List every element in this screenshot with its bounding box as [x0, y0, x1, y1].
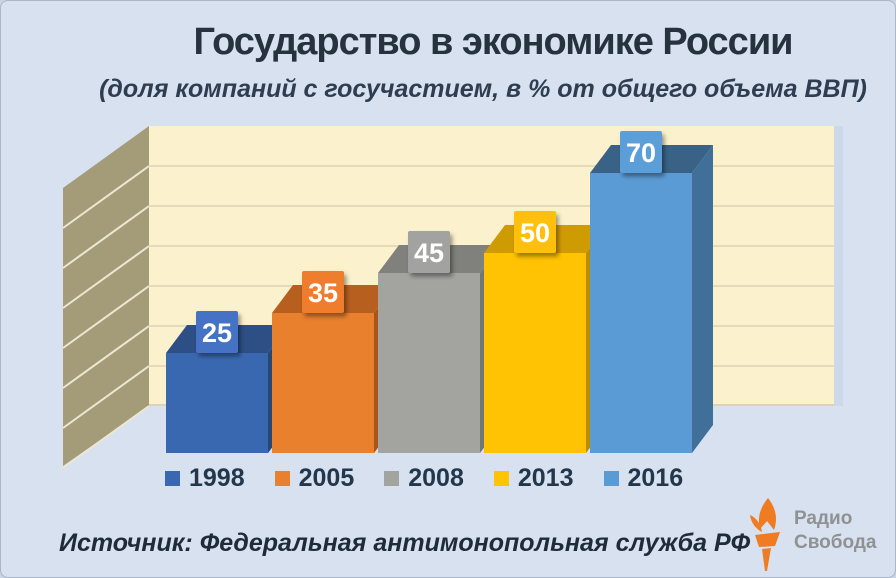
value-label-box: [514, 211, 556, 253]
value-label-box: [302, 271, 344, 313]
side-wall-gridline: [62, 205, 150, 269]
logo-line1: Радио: [794, 508, 853, 529]
bar-front: [166, 353, 268, 453]
side-wall-gridline: [62, 285, 150, 349]
value-label: 35: [308, 278, 338, 308]
side-wall-gridline: [62, 405, 150, 469]
legend-item-2008: 2008: [384, 466, 464, 491]
legend-item-2016: 2016: [603, 464, 684, 492]
side-wall-gridline: [62, 325, 150, 389]
chart-subtitle: (доля компаний с госучастием, в % от общ…: [99, 75, 867, 103]
logo-line2: Свобода: [794, 532, 877, 553]
bar-group-2013: 50: [484, 211, 607, 453]
legend-label: 2013: [517, 464, 574, 492]
bar-front: [378, 273, 480, 453]
bar-front: [590, 173, 692, 453]
value-label-box: [196, 311, 238, 353]
bar-group-1998: 25: [166, 311, 289, 453]
wall-shadow: [834, 126, 843, 406]
value-label: 50: [520, 218, 550, 248]
legend-swatch: [603, 471, 619, 486]
legend-item-1998: 1998: [165, 466, 245, 491]
legend-label: 2016: [627, 464, 684, 492]
legend-swatch: [493, 471, 509, 486]
legend-item-2005: 2005: [274, 464, 355, 492]
side-wall-gridline: [62, 365, 150, 429]
legend-label: 2008: [408, 464, 464, 492]
side-wall-gridline: [62, 245, 150, 309]
torch-icon: [750, 498, 780, 571]
legend-swatch: [384, 471, 400, 486]
legend-swatch: [274, 471, 290, 486]
value-label: 25: [202, 318, 232, 348]
value-label: 70: [626, 138, 656, 168]
bar-group-2008: 45: [378, 231, 501, 453]
legend-swatch: [165, 471, 180, 486]
legend-label: 1998: [189, 464, 245, 492]
radio-svoboda-logo: Радио Свобода: [747, 498, 876, 572]
chart-title: Государство в экономике России: [193, 21, 793, 63]
side-wall-gridline: [62, 165, 150, 229]
value-label: 45: [414, 238, 444, 268]
bar-side: [692, 145, 713, 453]
value-label-box: [408, 231, 450, 273]
legend-item-2013: 2013: [493, 464, 574, 492]
chart-legend: 1998 2005 2008 2013 2016: [165, 466, 683, 491]
source-note: Источник: Федеральная антимонопольная сл…: [59, 529, 751, 557]
bar-group-2016: 70: [590, 131, 713, 453]
value-label-box: [620, 131, 662, 173]
bar-front: [484, 253, 586, 453]
bar-front: [272, 313, 374, 453]
bar-group-2005: 35: [272, 271, 395, 453]
legend-label: 2005: [298, 464, 355, 492]
